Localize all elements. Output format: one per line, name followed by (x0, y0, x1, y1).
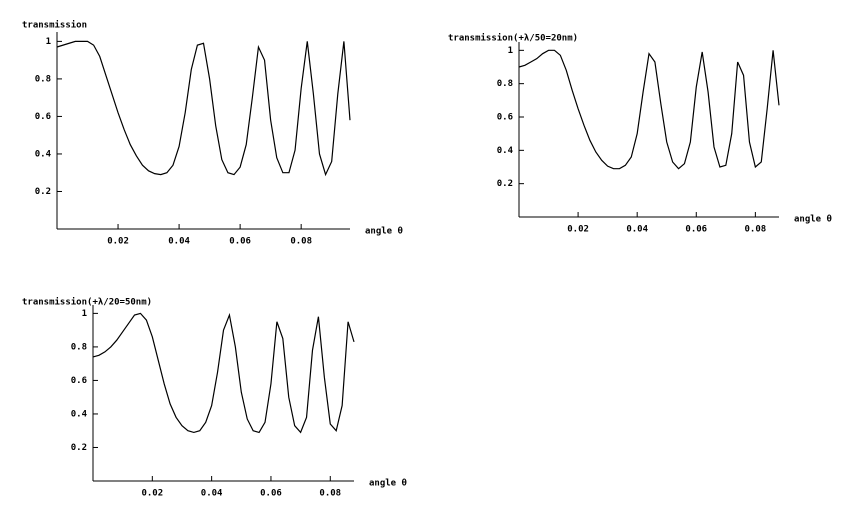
y-tick-label: 0.8 (71, 342, 87, 352)
x-axis-label: angle θ (794, 215, 832, 225)
y-tick-label: 0.8 (35, 74, 51, 84)
y-axis-label: transmission(+λ/20=50nm) (22, 297, 152, 308)
y-axis-label: transmission(+λ/50=20nm) (448, 33, 578, 44)
x-tick-label: 0.04 (626, 225, 648, 235)
y-tick-label: 0.6 (497, 113, 513, 123)
y-tick-label: 0.8 (497, 79, 513, 89)
y-tick-label: 0.6 (35, 112, 51, 122)
x-tick-label: 0.08 (290, 237, 312, 247)
x-tick-label: 0.08 (745, 225, 767, 235)
x-tick-label: 0.02 (107, 237, 129, 247)
y-tick-label: 0.2 (71, 443, 87, 453)
x-tick-label: 0.08 (319, 489, 341, 499)
y-tick-label: 0.2 (497, 179, 513, 189)
curve (92, 312, 355, 434)
y-tick-label: 0.2 (35, 187, 51, 197)
curve (518, 49, 780, 170)
y-tick-label: 0.4 (497, 146, 514, 156)
y-tick-label: 0.6 (71, 376, 87, 386)
x-tick-label: 0.06 (685, 225, 707, 235)
x-tick-label: 0.06 (229, 237, 251, 247)
curve (56, 40, 351, 177)
y-tick-label: 1 (82, 309, 87, 319)
x-axis-label: angle θ (365, 227, 403, 237)
y-tick-label: 0.4 (35, 149, 52, 159)
y-axis-label: transmission (22, 20, 87, 31)
x-tick-label: 0.04 (168, 237, 190, 247)
x-tick-label: 0.06 (260, 489, 282, 499)
x-tick-label: 0.04 (201, 489, 223, 499)
y-tick-label: 1 (508, 46, 513, 56)
y-tick-label: 1 (46, 37, 51, 47)
x-axis-label: angle θ (369, 479, 407, 489)
x-tick-label: 0.02 (141, 489, 163, 499)
y-tick-label: 0.4 (71, 409, 88, 419)
x-tick-label: 0.02 (567, 225, 589, 235)
